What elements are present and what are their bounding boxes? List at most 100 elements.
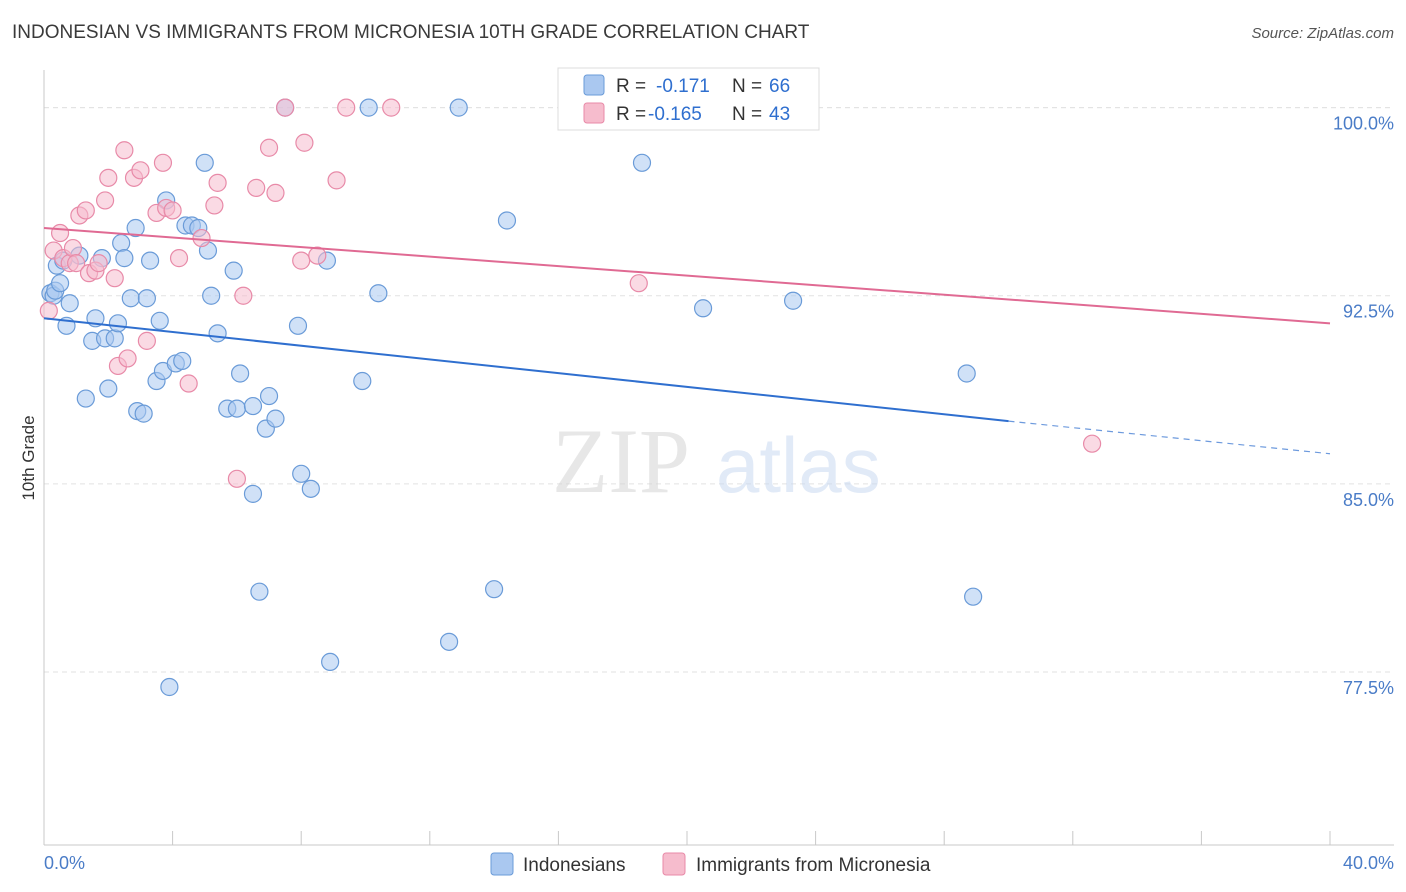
indonesian-point-66 bbox=[964, 587, 983, 606]
watermark-atlas: atlas bbox=[716, 421, 881, 509]
indonesian-point-47 bbox=[259, 386, 279, 406]
micronesia-point-5 bbox=[63, 238, 83, 258]
indonesian-point-58 bbox=[439, 632, 459, 651]
indonesian-point-55 bbox=[353, 371, 372, 391]
indonesian-point-14 bbox=[99, 379, 118, 398]
indonesian-point-44 bbox=[243, 484, 263, 503]
micronesia-point-26 bbox=[179, 374, 198, 393]
indonesian-point-61 bbox=[497, 211, 517, 230]
micronesia-point-32 bbox=[247, 178, 266, 197]
micronesia-point-43 bbox=[1082, 434, 1102, 453]
legend-r-value-1: -0.171 bbox=[656, 76, 710, 97]
indonesian-point-60 bbox=[485, 580, 504, 599]
indonesian-point-45 bbox=[250, 582, 269, 601]
bottom-legend-label-micronesia: Immigrants from Micronesia bbox=[696, 855, 931, 876]
indonesian-point-63 bbox=[693, 299, 713, 318]
indonesian-point-41 bbox=[227, 399, 246, 418]
micronesia-point-0 bbox=[39, 301, 58, 320]
indonesian-point-7 bbox=[60, 294, 79, 313]
trend-line-indonesians-extension bbox=[1008, 420, 1331, 455]
indonesian-point-62 bbox=[632, 153, 652, 172]
points bbox=[39, 98, 1102, 697]
micronesia-point-12 bbox=[95, 191, 115, 210]
micronesia-point-8 bbox=[76, 201, 95, 220]
indonesian-point-50 bbox=[288, 316, 308, 335]
indonesian-point-23 bbox=[137, 289, 156, 308]
micronesia-point-28 bbox=[205, 196, 224, 215]
micronesia-point-31 bbox=[234, 286, 253, 305]
bottom-legend-swatch-micronesia bbox=[662, 852, 686, 876]
indonesian-point-26 bbox=[150, 311, 169, 330]
indonesian-point-31 bbox=[173, 351, 192, 371]
micronesia-point-29 bbox=[208, 173, 227, 192]
indonesian-point-9 bbox=[76, 389, 95, 408]
micronesia-point-17 bbox=[118, 349, 137, 368]
legend-n-value-1: 66 bbox=[769, 76, 790, 97]
legend-r-label-2: R = bbox=[616, 104, 646, 125]
indonesian-point-54 bbox=[321, 652, 340, 672]
micronesia-point-25 bbox=[169, 249, 189, 268]
indonesian-point-59 bbox=[449, 98, 468, 117]
watermark: ZIP atlas bbox=[552, 410, 881, 512]
legend-swatch-micronesia bbox=[583, 102, 605, 124]
micronesia-point-38 bbox=[308, 246, 327, 265]
indonesian-point-37 bbox=[202, 286, 221, 305]
indonesian-point-16 bbox=[108, 314, 128, 333]
chart-title: INDONESIAN VS IMMIGRANTS FROM MICRONESIA… bbox=[12, 22, 810, 43]
trend-line-micronesia bbox=[43, 227, 1331, 325]
micronesia-point-27 bbox=[192, 228, 211, 248]
micronesia-point-11 bbox=[89, 254, 108, 273]
micronesia-point-22 bbox=[153, 153, 173, 172]
trend-lines bbox=[43, 227, 1331, 455]
y-tick-label-3: 77.5% bbox=[1343, 678, 1394, 698]
micronesia-point-39 bbox=[327, 171, 346, 190]
micronesia-point-34 bbox=[266, 183, 285, 202]
x-tick-label-min: 0.0% bbox=[44, 853, 85, 873]
indonesian-point-24 bbox=[140, 251, 160, 270]
y-tick-label-0: 100.0% bbox=[1333, 114, 1394, 134]
indonesian-point-51 bbox=[292, 464, 311, 483]
indonesian-point-35 bbox=[195, 153, 214, 172]
indonesian-point-18 bbox=[115, 249, 134, 268]
x-tick-label-max: 40.0% bbox=[1343, 853, 1394, 873]
micronesia-point-42 bbox=[629, 274, 648, 293]
micronesia-point-19 bbox=[131, 161, 150, 180]
legend-r-label-1: R = bbox=[616, 76, 646, 97]
micronesia-point-33 bbox=[259, 138, 279, 157]
y-tick-labels: 100.0% 92.5% 85.0% 77.5% bbox=[1333, 114, 1394, 698]
indonesian-point-52 bbox=[301, 479, 320, 498]
indonesian-point-15 bbox=[105, 329, 124, 348]
micronesia-point-30 bbox=[227, 469, 246, 488]
indonesian-point-19 bbox=[121, 289, 140, 308]
indonesian-point-42 bbox=[231, 364, 250, 383]
indonesian-point-64 bbox=[783, 291, 803, 310]
indonesian-point-40 bbox=[224, 261, 243, 280]
series-legend: Indonesians Immigrants from Micronesia bbox=[490, 852, 931, 876]
legend-n-value-2: 43 bbox=[769, 104, 790, 125]
bottom-legend-swatch-indonesians bbox=[490, 852, 514, 876]
micronesia-point-20 bbox=[137, 331, 156, 350]
micronesia-point-2 bbox=[50, 223, 70, 243]
micronesia-point-16 bbox=[115, 141, 134, 160]
indonesian-point-20 bbox=[126, 218, 145, 238]
micronesia-point-41 bbox=[382, 98, 401, 117]
indonesian-point-38 bbox=[208, 324, 227, 343]
legend-n-label-2: N = bbox=[732, 104, 762, 125]
indonesian-point-65 bbox=[957, 364, 976, 383]
trend-line-indonesians bbox=[43, 317, 1009, 423]
micronesia-point-36 bbox=[292, 251, 311, 270]
y-axis-label: 10th Grade bbox=[19, 415, 38, 500]
indonesian-point-48 bbox=[266, 409, 285, 428]
indonesian-point-57 bbox=[369, 284, 388, 303]
watermark-zip: ZIP bbox=[552, 410, 690, 512]
indonesian-point-4 bbox=[50, 274, 70, 293]
legend-r-value-2: -0.165 bbox=[648, 104, 702, 125]
indonesian-point-29 bbox=[160, 677, 179, 697]
indonesian-point-17 bbox=[112, 233, 131, 253]
legend-swatch-indonesians bbox=[583, 74, 605, 96]
stats-legend: R = -0.171 N = 66 R = -0.165 N = 43 bbox=[557, 67, 820, 131]
axes bbox=[43, 70, 1394, 846]
micronesia-point-40 bbox=[337, 98, 356, 117]
micronesia-point-35 bbox=[276, 98, 295, 117]
